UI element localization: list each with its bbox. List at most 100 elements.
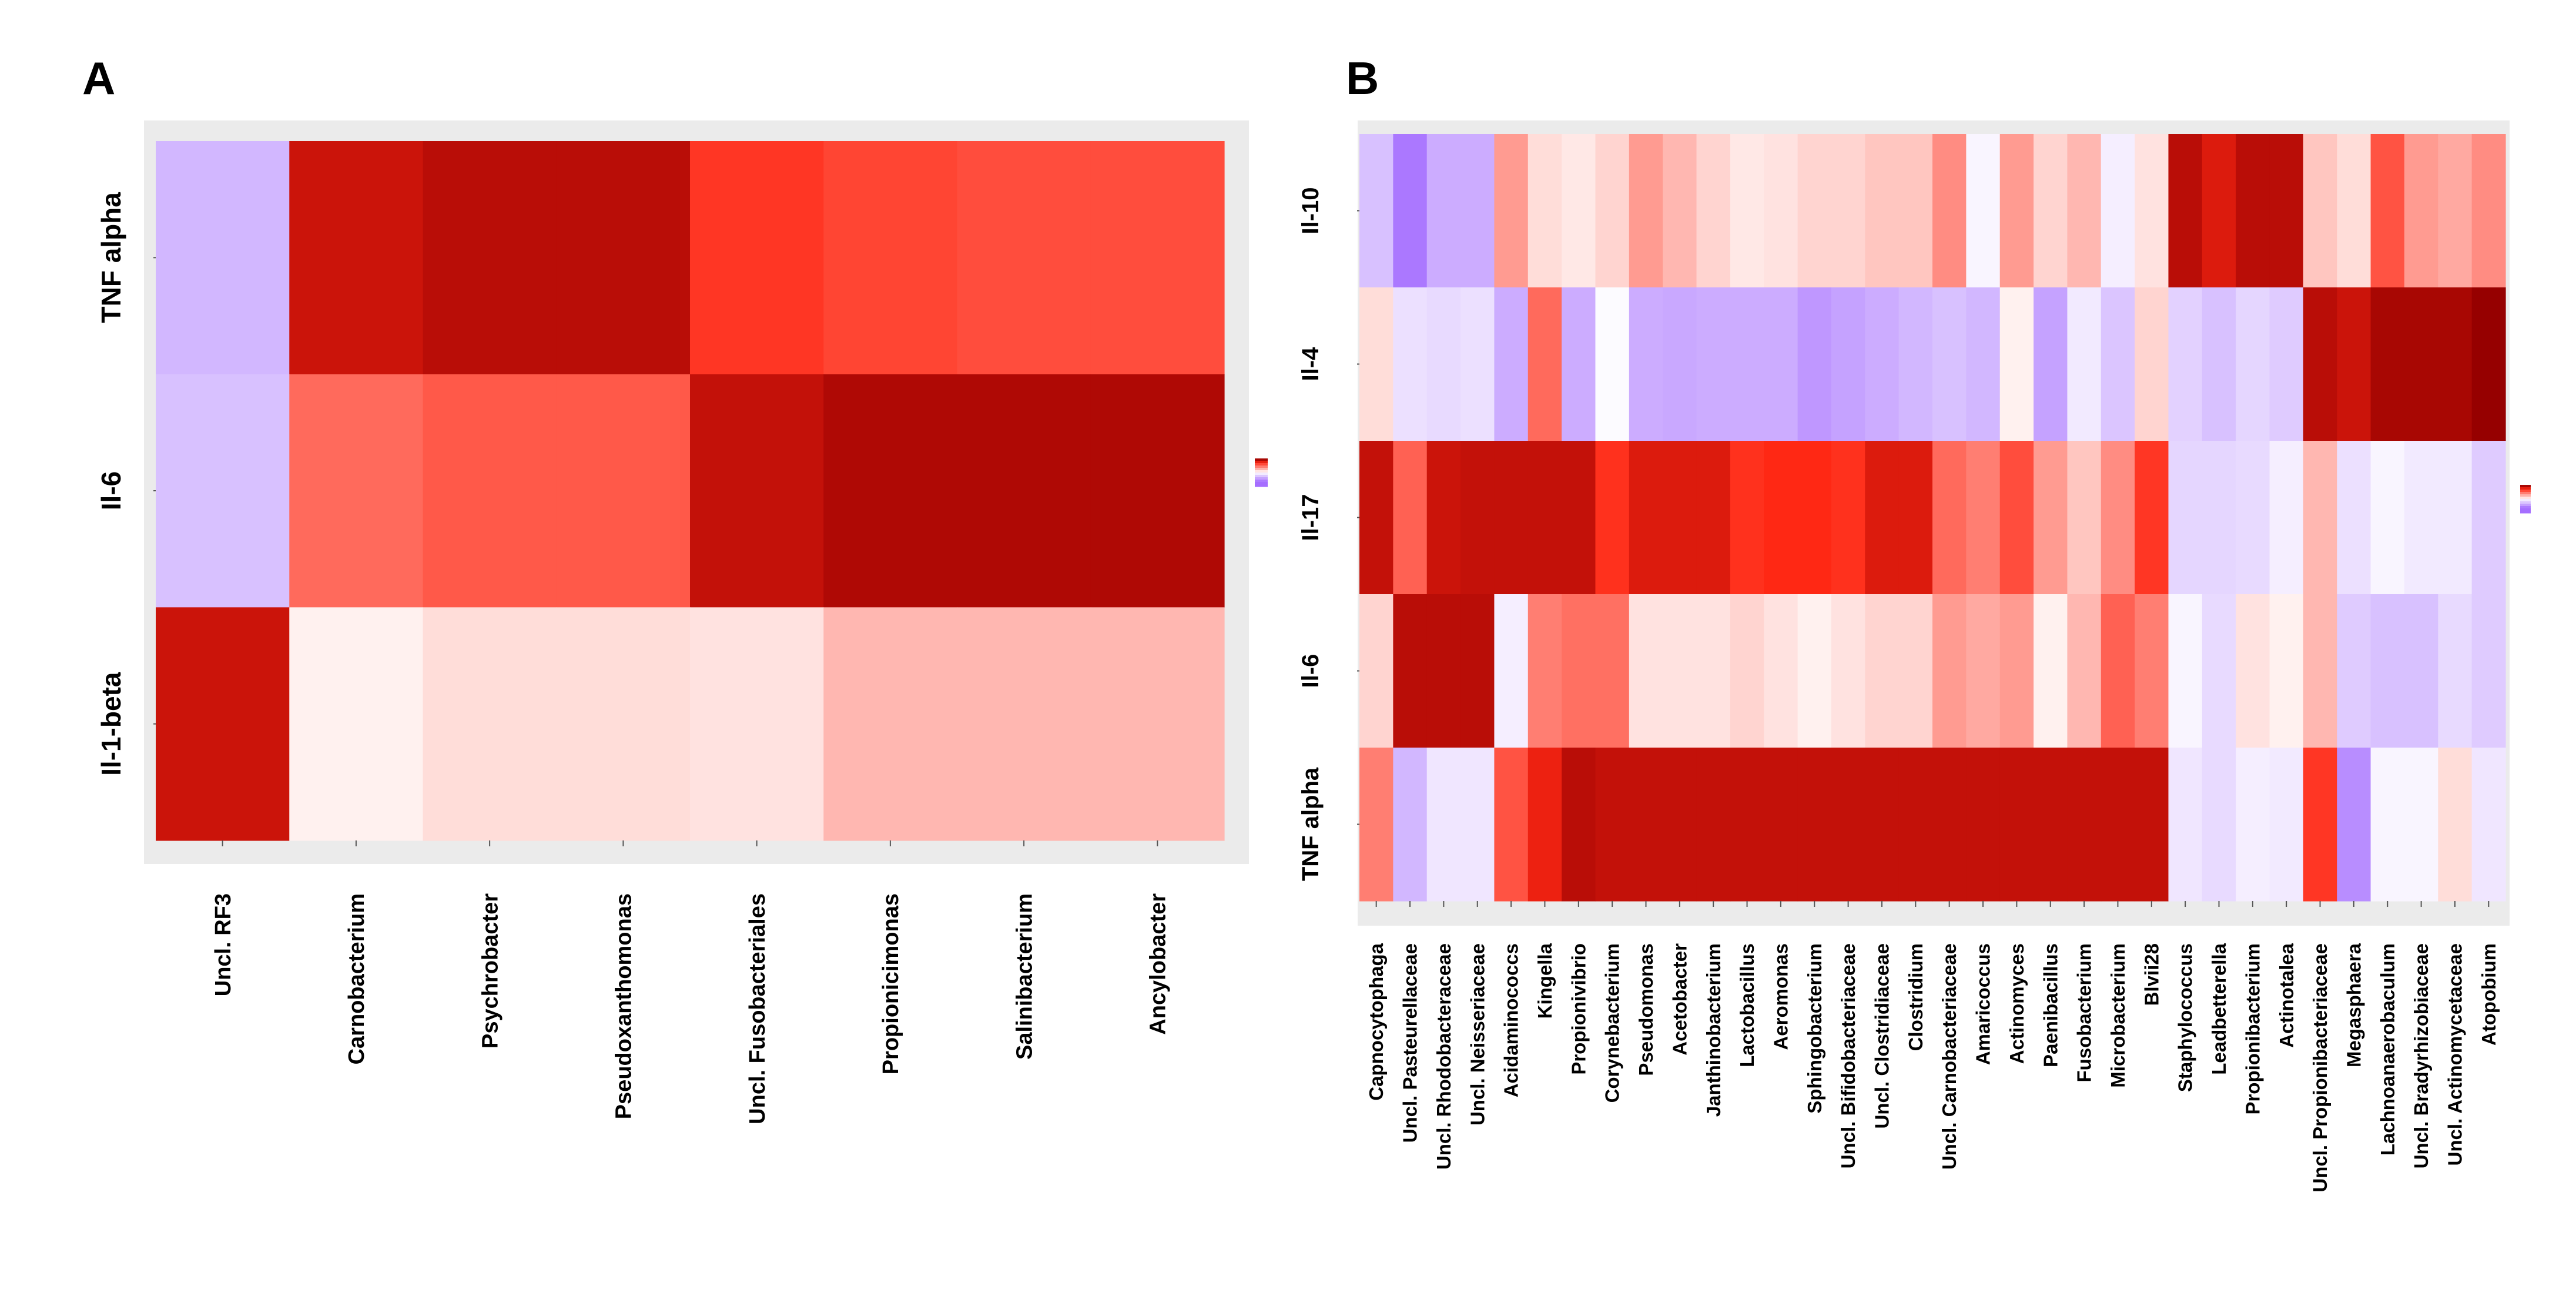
panel-b-color-legend <box>2520 485 2531 514</box>
panel-b-cell-il-17-actinomyces <box>1999 441 2034 595</box>
panel-b-cell-il-4-uncl-carnobacteriaceae <box>1932 287 1967 441</box>
panel-a-column-label-uncl-fusobacteriales: Uncl. Fusobacteriales <box>745 893 770 1124</box>
panel-b-cell-il-4-pseudomonas <box>1629 287 1663 441</box>
panel-b-cell-il-10-lactobacillus <box>1730 134 1764 288</box>
panel-b-column-label-acidaminococcs: Acidaminococcs <box>1500 943 1522 1097</box>
panel-a-cell-tnf-alpha-ancylobacter <box>1090 141 1225 375</box>
panel-a-cell-tnf-alpha-carnobacterium <box>289 141 424 375</box>
panel-b-cell-il-10-uncl-actinomycetaceae <box>2438 134 2473 288</box>
panel-b-cell-tnf-alpha-uncl-carnobacteriaceae <box>1932 748 1967 902</box>
panel-b-cell-tnf-alpha-lactobacillus <box>1730 748 1764 902</box>
panel-b-column-label-uncl-rhodobacteraceae: Uncl. Rhodobacteraceae <box>1433 943 1455 1170</box>
panel-b-cell-tnf-alpha-uncl-pasteurellaceae <box>1393 748 1428 902</box>
panel-b-column-label-capnocytophaga: Capnocytophaga <box>1365 943 1387 1100</box>
panel-b-cell-il-17-corynebacterium <box>1595 441 1630 595</box>
panel-a-legend-swatch <box>1255 475 1268 478</box>
panel-b-cell-il-4-uncl-bradyrhizobiaceae <box>2404 287 2438 441</box>
panel-b-column-label-uncl-bifidobacteriaceae: Uncl. Bifidobacteriaceae <box>1837 943 1859 1168</box>
panel-b-cell-il-6-uncl-pasteurellaceae <box>1393 594 1428 748</box>
panel-b-cell-il-17-acidaminococcs <box>1494 441 1529 595</box>
panel-a-row-label-tnf-alpha: TNF alpha <box>96 192 126 323</box>
panel-b-cell-il-10-uncl-propionibacteriaceae <box>2303 134 2337 288</box>
panel-b-cell-il-17-actinotalea <box>2269 441 2304 595</box>
panel-b-column-label-atopobium: Atopobium <box>2478 943 2500 1046</box>
panel-b-cell-il-6-corynebacterium <box>1595 594 1630 748</box>
panel-b-cell-tnf-alpha-leadbetterella <box>2202 748 2236 902</box>
panel-b-cell-il-10-amaricoccus <box>1966 134 2001 288</box>
panel-a-cell-il-6-pseudoxanthomonas <box>556 374 691 608</box>
panel-b-column-label-lachnoanaerobaculum: Lachnoanaerobaculum <box>2377 943 2399 1155</box>
panel-b-cell-il-6-uncl-clostridiaceae <box>1865 594 1900 748</box>
panel-b-cell-il-17-lachnoanaerobaculum <box>2370 441 2405 595</box>
panel-b-cell-il-10-uncl-rhodobacteraceae <box>1426 134 1461 288</box>
panel-b-column-label-uncl-actinomycetaceae: Uncl. Actinomycetaceae <box>2444 943 2466 1165</box>
panel-b-cell-il-10-actinotalea <box>2269 134 2304 288</box>
panel-b-cell-tnf-alpha-uncl-propionibacteriaceae <box>2303 748 2337 902</box>
panel-b-column-label-corynebacterium: Corynebacterium <box>1602 943 1623 1103</box>
panel-b-cell-il-17-uncl-clostridiaceae <box>1865 441 1900 595</box>
panel-b-cell-il-10-actinomyces <box>1999 134 2034 288</box>
panel-a-legend-swatch <box>1255 461 1268 464</box>
panel-b-legend-swatch <box>2520 494 2531 497</box>
panel-b-cell-tnf-alpha-megasphaera <box>2337 748 2371 902</box>
panel-b-cell-il-10-blvii28 <box>2135 134 2169 288</box>
panel-b-cell-il-10-aeromonas <box>1764 134 1798 288</box>
panel-b-cell-il-4-corynebacterium <box>1595 287 1630 441</box>
panel-b-cell-il-4-uncl-propionibacteriaceae <box>2303 287 2337 441</box>
panel-b-cell-il-6-uncl-actinomycetaceae <box>2438 594 2473 748</box>
panel-a-cell-il-6-ancylobacter <box>1090 374 1225 608</box>
panel-b-column-label-clostridium: Clostridium <box>1905 943 1927 1051</box>
panel-b-row-label-il-17: Il-17 <box>1298 494 1324 541</box>
panel-a-cell-il-6-psychrobacter <box>423 374 557 608</box>
panel-a-cell-il-1-beta-pseudoxanthomonas <box>556 607 691 841</box>
panel-b-legend-swatch <box>2520 506 2531 509</box>
panel-b-cell-il-10-propionibacterium <box>2236 134 2270 288</box>
panel-b-cell-il-6-microbacterium <box>2101 594 2135 748</box>
panel-a-cell-il-1-beta-propionicimonas <box>823 607 958 841</box>
panel-a-column-label-uncl-rf3: Uncl. RF3 <box>211 893 236 996</box>
panel-b-cell-il-10-uncl-bradyrhizobiaceae <box>2404 134 2438 288</box>
panel-b-cell-il-6-atopobium <box>2471 594 2506 748</box>
panel-b-cell-il-4-acidaminococcs <box>1494 287 1529 441</box>
panel-b-legend-swatch <box>2520 499 2531 502</box>
panel-b-cell-il-6-uncl-neisseriaceae <box>1460 594 1495 748</box>
panel-a-column-label-psychrobacter: Psychrobacter <box>478 893 503 1049</box>
panel-b-cell-il-4-acetobacter <box>1663 287 1697 441</box>
panel-b-cell-il-6-kingella <box>1527 594 1562 748</box>
panel-b-cell-tnf-alpha-acidaminococcs <box>1494 748 1529 902</box>
panel-b-cell-tnf-alpha-uncl-bradyrhizobiaceae <box>2404 748 2438 902</box>
panel-b-column-labels: Capnocytophaga Uncl. Pasteurellaceae Uncl.… <box>1365 901 2500 1193</box>
panel-b-cell-il-4-lactobacillus <box>1730 287 1764 441</box>
panel-b-column-label-lactobacillus: Lactobacillus <box>1736 943 1758 1067</box>
panel-b-cell-tnf-alpha-uncl-bifidobacteriaceae <box>1831 748 1865 902</box>
panel-b-row-label-il-10: Il-10 <box>1298 187 1324 234</box>
panel-b-column-label-paenibacillus: Paenibacillus <box>2039 943 2061 1067</box>
panel-b-cell-il-17-uncl-carnobacteriaceae <box>1932 441 1967 595</box>
panel-b-cell-tnf-alpha-janthinobacterium <box>1696 748 1731 902</box>
panel-b-cell-il-6-amaricoccus <box>1966 594 2001 748</box>
panel-b-cell-il-4-blvii28 <box>2135 287 2169 441</box>
panel-b-cell-il-4-megasphaera <box>2337 287 2371 441</box>
panel-b-cell-il-6-sphingobacterium <box>1797 594 1832 748</box>
panel-b-cell-il-17-fusobacterium <box>2067 441 2102 595</box>
panel-b-cell-il-10-paenibacillus <box>2034 134 2068 288</box>
panel-b-cell-tnf-alpha-acetobacter <box>1663 748 1697 902</box>
panel-b-cell-il-6-blvii28 <box>2135 594 2169 748</box>
panel-b-cell-il-17-janthinobacterium <box>1696 441 1731 595</box>
panel-b-cell-tnf-alpha-aeromonas <box>1764 748 1798 902</box>
panel-b-cell-tnf-alpha-propionibacterium <box>2236 748 2270 902</box>
panel-b-cell-tnf-alpha-corynebacterium <box>1595 748 1630 902</box>
panel-b-cell-il-6-acidaminococcs <box>1494 594 1529 748</box>
panel-b-cell-il-4-uncl-rhodobacteraceae <box>1426 287 1461 441</box>
panel-b-column-label-actinotalea: Actinotalea <box>2276 943 2297 1048</box>
panel-b-column-label-janthinobacterium: Janthinobacterium <box>1703 943 1724 1117</box>
panel-b-cell-il-6-actinomyces <box>1999 594 2034 748</box>
panel-b-cell-il-10-megasphaera <box>2337 134 2371 288</box>
panel-b-cell-il-4-aeromonas <box>1764 287 1798 441</box>
panel-b-cell-il-6-uncl-rhodobacteraceae <box>1426 594 1461 748</box>
panel-b-cell-il-6-propionibacterium <box>2236 594 2270 748</box>
panel-b-cell-il-17-staphylococcus <box>2168 441 2203 595</box>
panel-b-cell-il-4-paenibacillus <box>2034 287 2068 441</box>
panel-a-cell-tnf-alpha-propionicimonas <box>823 141 958 375</box>
panel-b-column-label-microbacterium: Microbacterium <box>2107 943 2129 1088</box>
